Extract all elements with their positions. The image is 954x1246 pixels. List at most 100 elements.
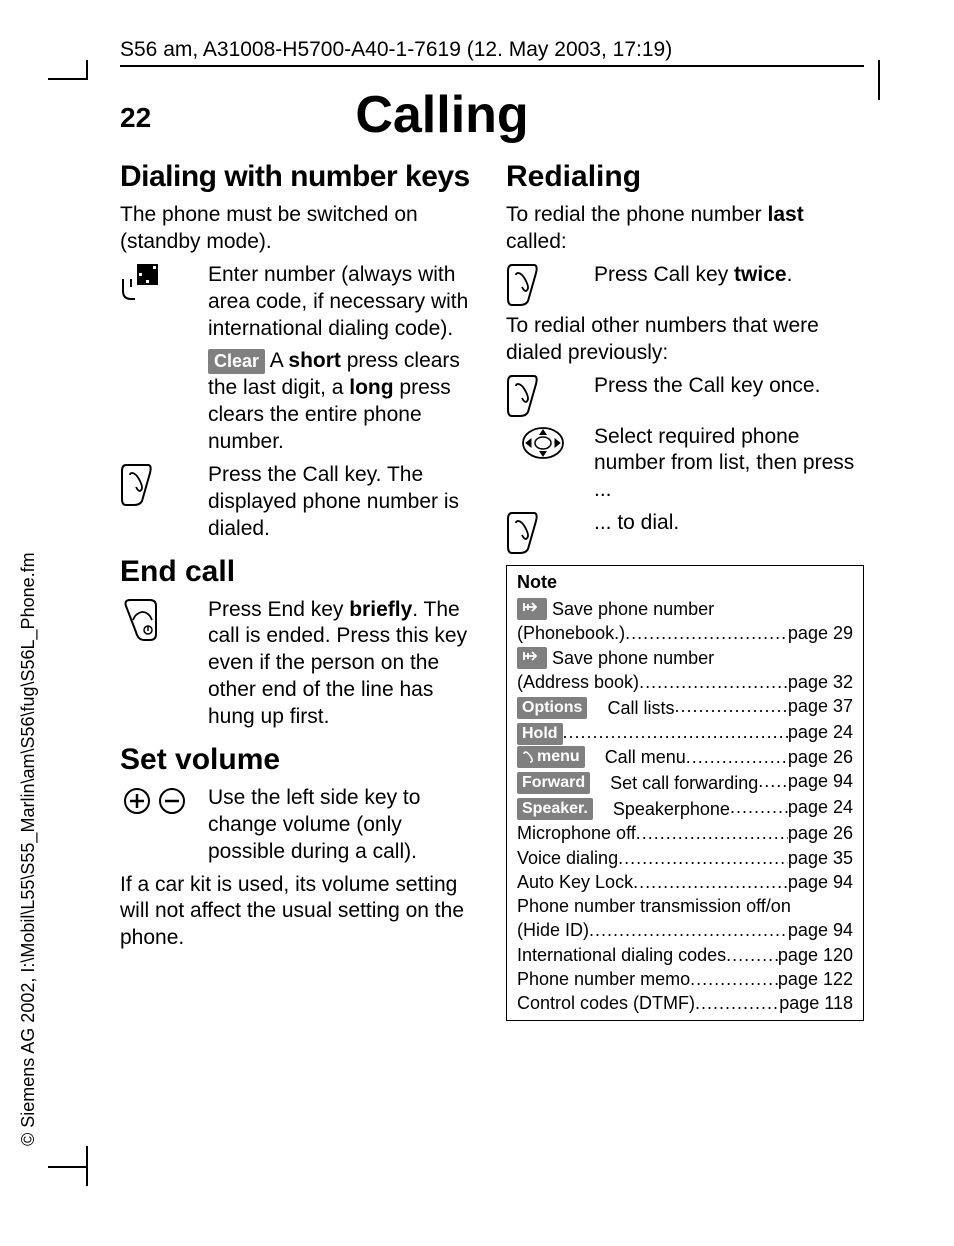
- note-title: Note: [517, 572, 853, 593]
- t: briefly: [349, 598, 412, 621]
- copyright-footer: © Siemens AG 2002, I:\Mobil\L55\S55_Marl…: [18, 552, 39, 1146]
- header-file-path: S56 am, A31008-H5700-A40-1-7619 (12. May…: [120, 38, 672, 62]
- leader-dots: [686, 745, 788, 769]
- t: page 94: [788, 918, 853, 942]
- t: Save phone number: [552, 597, 714, 621]
- text-clear: Clear A short press clears the last digi…: [208, 348, 478, 456]
- t: twice: [734, 263, 787, 286]
- note-row: Auto Key Lock page 94: [517, 870, 853, 894]
- t: Speakerphone: [613, 797, 730, 821]
- speaker-softkey: Speaker.: [517, 798, 593, 820]
- note-row: Microphone off page 26: [517, 821, 853, 845]
- row-to-dial: ... to dial.: [506, 510, 864, 555]
- heading-set-volume: Set volume: [120, 743, 478, 777]
- text-end-call: Press End key briefly. The call is ended…: [208, 597, 478, 731]
- crop-mark: [48, 78, 88, 80]
- leader-dots: [758, 769, 788, 793]
- t: page 94: [788, 870, 853, 894]
- t: Microphone off: [517, 821, 636, 845]
- nav-key-icon: [506, 424, 580, 461]
- note-box: Note Save phone number (Phonebook.) page…: [506, 565, 864, 1020]
- leader-dots: [690, 967, 778, 991]
- note-row: Forward Set call forwarding page 94: [517, 769, 853, 795]
- note-row: Control codes (DTMF) page 118: [517, 991, 853, 1015]
- call-menu-softkey: menu: [517, 746, 585, 768]
- text-press-twice: Press Call key twice.: [594, 262, 864, 289]
- t: Set call forwarding: [610, 771, 758, 795]
- arrow-softkey-icon: [517, 647, 547, 669]
- note-row: menu Call menu page 26: [517, 745, 853, 769]
- note-row: Save phone number (Phonebook.) page 29: [517, 597, 853, 646]
- heading-redialing: Redialing: [506, 160, 864, 194]
- crop-mark: [86, 60, 88, 80]
- call-key-icon: [506, 510, 580, 555]
- leader-dots: [730, 795, 788, 819]
- t: Voice dialing: [517, 846, 618, 870]
- t: page 26: [788, 821, 853, 845]
- hold-softkey: Hold: [517, 723, 563, 745]
- para-redial-other: To redial other numbers that were dialed…: [506, 313, 864, 367]
- leader-dots: [563, 720, 788, 744]
- arrow-softkey-icon: [517, 598, 547, 620]
- t: International dialing codes: [517, 943, 726, 967]
- note-row: International dialing codes page 120: [517, 943, 853, 967]
- note-row: Phone number transmission off/on (Hide I…: [517, 894, 853, 943]
- t: called:: [506, 230, 567, 253]
- t: page 29: [788, 621, 853, 645]
- volume-keys-icon: [120, 785, 194, 816]
- t: short: [288, 349, 341, 372]
- note-row: Phone number memo page 122: [517, 967, 853, 991]
- t: (Address book): [517, 670, 639, 694]
- row-press-twice: Press Call key twice.: [506, 262, 864, 307]
- call-key-icon: [506, 373, 580, 418]
- t: page 94: [788, 769, 853, 793]
- t: To redial the phone number: [506, 203, 768, 226]
- t: page 24: [788, 720, 853, 744]
- t: (Hide ID): [517, 918, 589, 942]
- t: page 32: [788, 670, 853, 694]
- t: page 122: [778, 967, 853, 991]
- content-columns: Dialing with number keys The phone must …: [120, 160, 864, 1021]
- left-column: Dialing with number keys The phone must …: [120, 160, 478, 1021]
- leader-dots: [625, 621, 788, 645]
- text-press-once: Press the Call key once.: [594, 373, 864, 400]
- row-volume: Use the left side key to change volume (…: [120, 785, 478, 866]
- row-select-list: Select required phone number from list, …: [506, 424, 864, 505]
- heading-end-call: End call: [120, 555, 478, 589]
- page-title: Calling: [0, 85, 884, 145]
- text-press-call: Press the Call key. The displayed phone …: [208, 462, 478, 543]
- t: Save phone number: [552, 646, 714, 670]
- icon-empty: [120, 348, 194, 349]
- call-key-icon: [120, 462, 194, 507]
- t: long: [349, 376, 393, 399]
- para-carkit: If a car kit is used, its volume setting…: [120, 872, 478, 953]
- leader-dots: [695, 991, 779, 1015]
- t: Call menu: [605, 745, 686, 769]
- row-clear: Clear A short press clears the last digi…: [120, 348, 478, 456]
- keypad-icon: [120, 262, 194, 303]
- leader-dots: [589, 918, 788, 942]
- leader-dots: [726, 943, 778, 967]
- text-to-dial: ... to dial.: [594, 510, 864, 537]
- para-standby: The phone must be switched on (standby m…: [120, 202, 478, 256]
- heading-dialing: Dialing with number keys: [120, 160, 478, 194]
- t: A: [265, 349, 288, 372]
- t: Press End key: [208, 598, 349, 621]
- t: Phone number transmission off/on: [517, 894, 853, 918]
- t: page 35: [788, 846, 853, 870]
- note-row: Hold page 24: [517, 720, 853, 745]
- right-column: Redialing To redial the phone number las…: [506, 160, 864, 1021]
- note-row: Speaker. Speakerphone page 24: [517, 795, 853, 821]
- t: Control codes (DTMF): [517, 991, 695, 1015]
- t: menu: [537, 746, 580, 768]
- header-rule: [120, 65, 864, 67]
- text-enter-number: Enter number (always with area code, if …: [208, 262, 478, 343]
- crop-mark: [48, 1166, 88, 1168]
- t: Press Call key: [594, 263, 734, 286]
- clear-softkey: Clear: [208, 349, 265, 374]
- forward-softkey: Forward: [517, 772, 590, 794]
- text-volume: Use the left side key to change volume (…: [208, 785, 478, 866]
- text-select-list: Select required phone number from list, …: [594, 424, 864, 505]
- end-key-icon: [120, 597, 194, 642]
- row-enter-number: Enter number (always with area code, if …: [120, 262, 478, 343]
